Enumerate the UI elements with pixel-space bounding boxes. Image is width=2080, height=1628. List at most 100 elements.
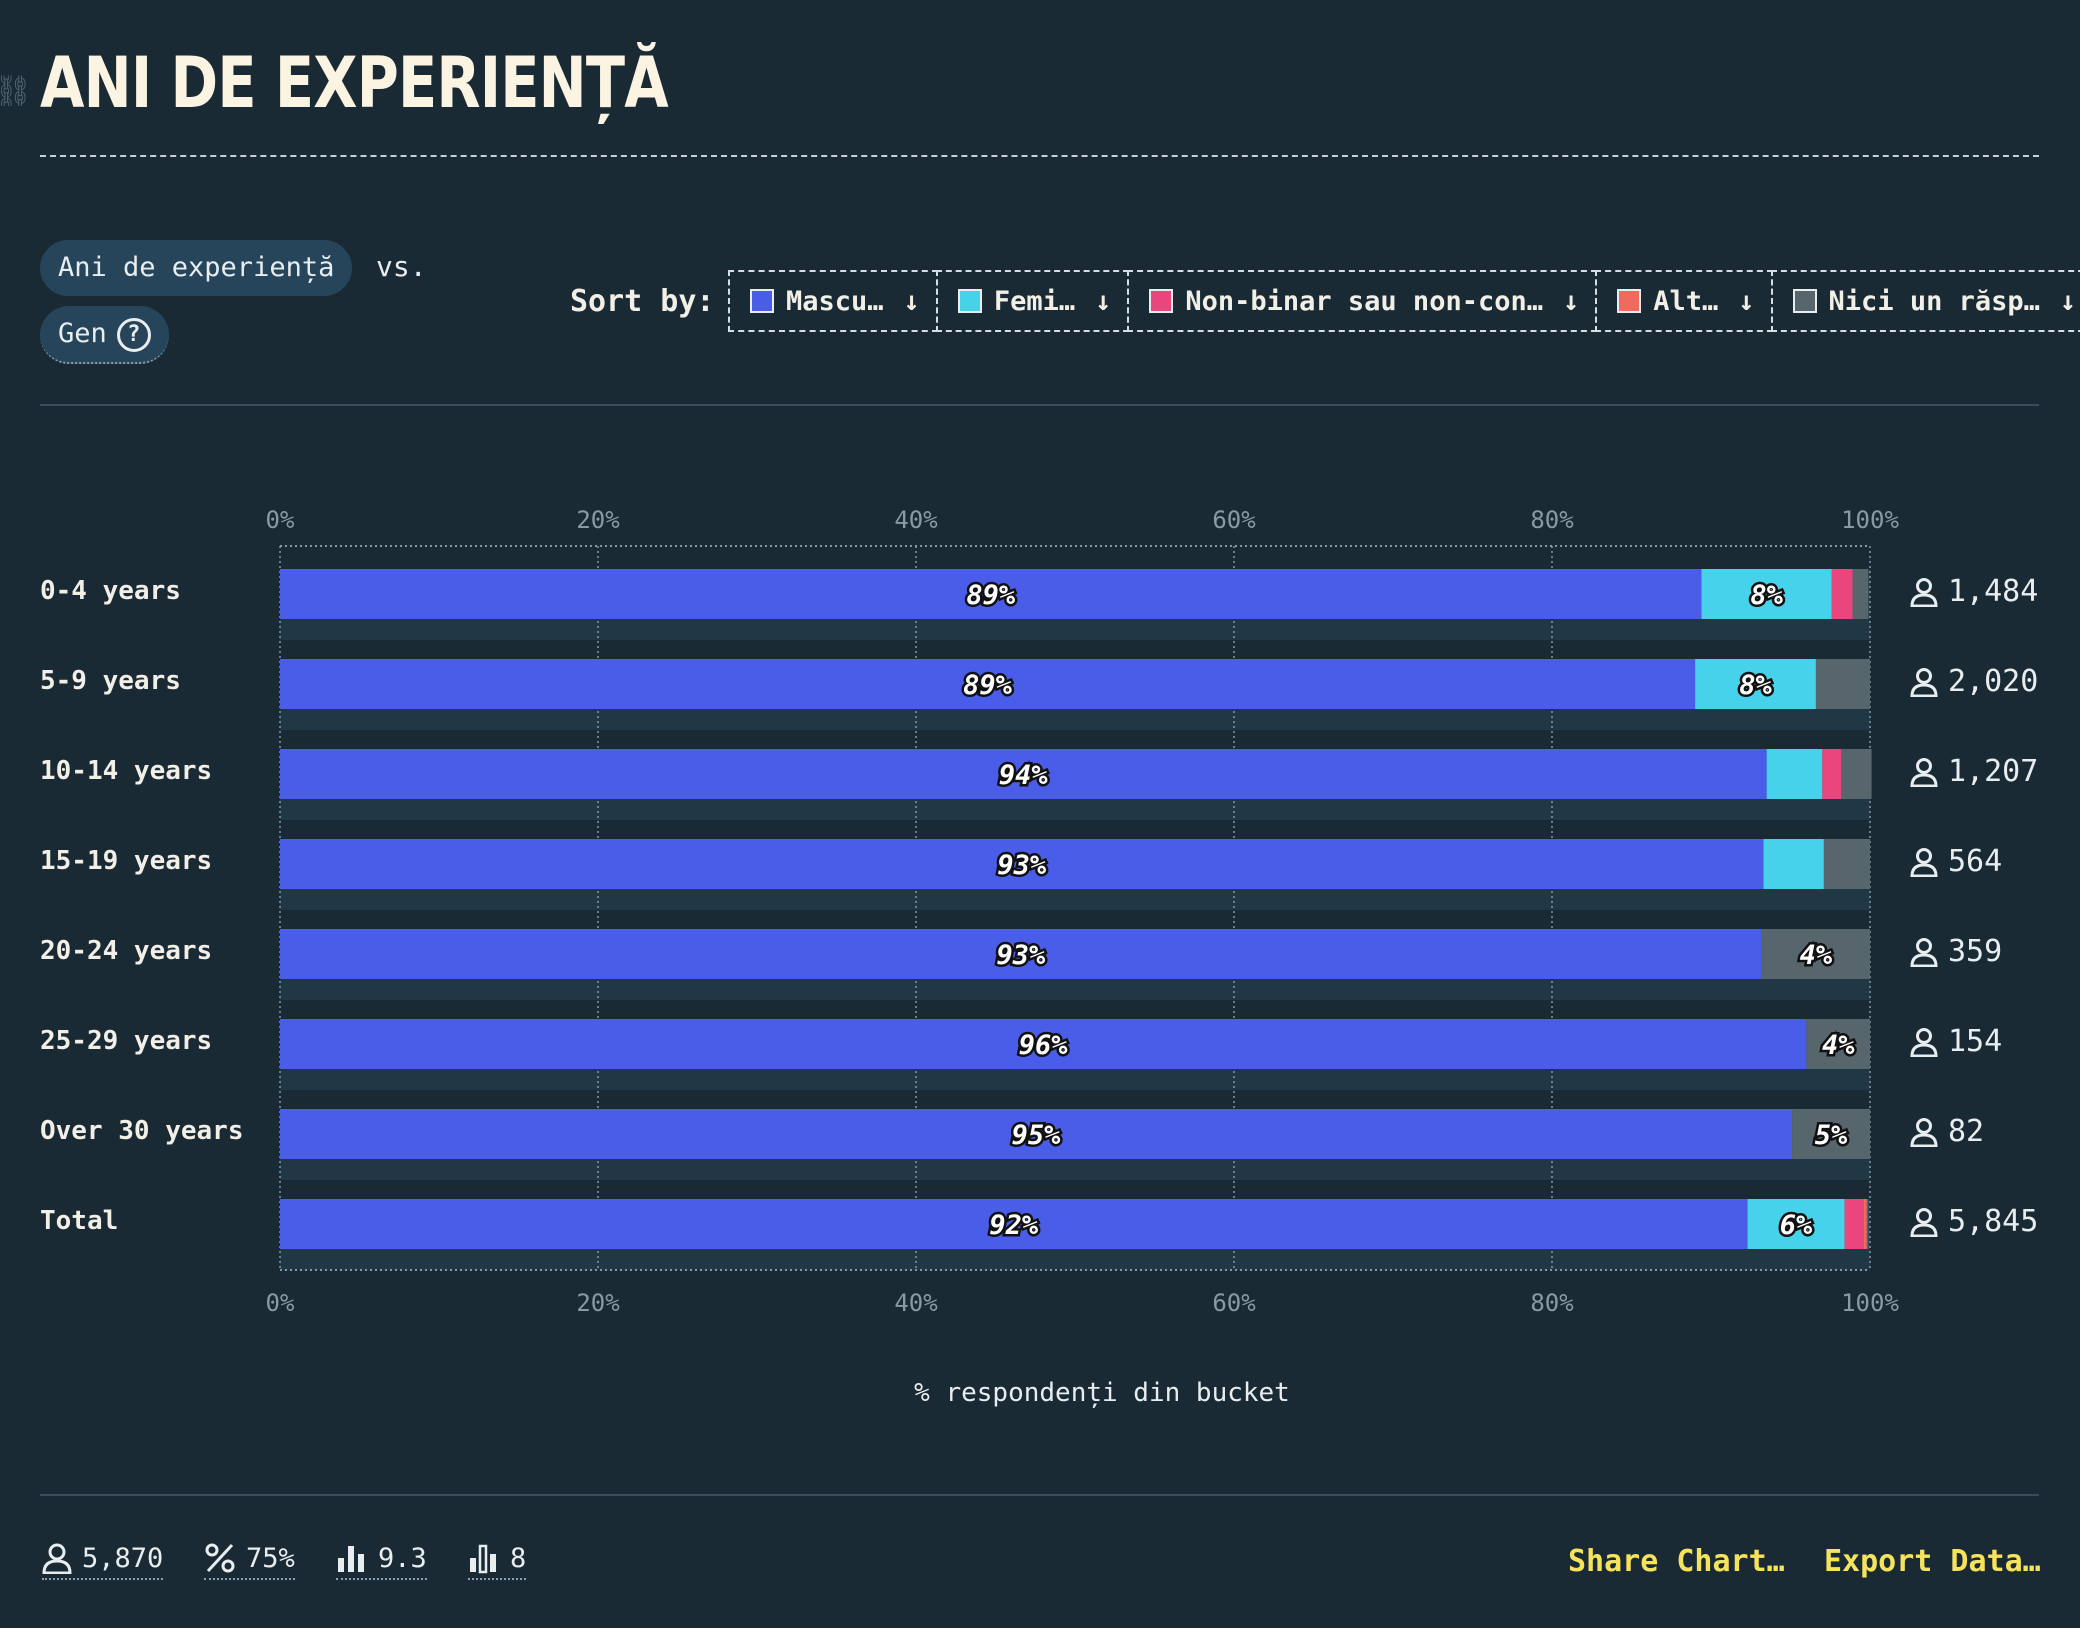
data-label: 6% (1780, 1210, 1813, 1241)
sort-button-label: Mascu… (786, 285, 884, 317)
bar-segment (1766, 749, 1823, 799)
data-label: 93% (997, 850, 1047, 881)
x-tick-label-bottom: 80% (1530, 1289, 1574, 1317)
row-count-value: 82 (1948, 1114, 1985, 1149)
x-tick-label-bottom: 40% (894, 1289, 938, 1317)
bar-segment (1695, 659, 1816, 709)
bar-segment (1792, 1109, 1870, 1159)
legend-swatch (957, 289, 982, 313)
x-axis-title: % respondenți din bucket (914, 1378, 1290, 1408)
row-count-value: 1,207 (1948, 754, 2039, 789)
bar-segment (1844, 1199, 1864, 1249)
page-title: ANI DE EXPERIENȚĂ (40, 42, 669, 124)
sort-button-label: Alt… (1653, 285, 1719, 317)
sort-buttons: Mascu… ↓ Femi… ↓ Non-binar sau non-con… … (728, 270, 2080, 332)
x-tick-label-top: 60% (1212, 506, 1256, 534)
share-chart-button[interactable]: Share Chart… (1568, 1544, 1785, 1579)
x-tick-label-bottom: 0% (265, 1289, 295, 1317)
row-count-value: 359 (1948, 934, 2003, 969)
sort-button-masculin[interactable]: Mascu… ↓ (728, 270, 938, 332)
help-icon[interactable]: ? (116, 317, 151, 352)
person-icon (1910, 757, 1938, 787)
vs-text: vs. (376, 250, 427, 283)
sort-button-label: Non-binar sau non-con… (1185, 285, 1543, 317)
stat-completion[interactable]: 75% (204, 1542, 295, 1580)
stat-average[interactable]: 9.3 (336, 1542, 427, 1580)
export-data-button[interactable]: Export Data… (1824, 1544, 2041, 1579)
x-tick-label-top: 100% (1841, 506, 1899, 534)
person-icon (1910, 667, 1938, 697)
stat-value: 9.3 (378, 1542, 427, 1574)
stat-respondents[interactable]: 5,870 (42, 1542, 164, 1580)
row-count-value: 154 (1948, 1024, 2003, 1059)
sort-button-feminin[interactable]: Femi… ↓ (935, 270, 1130, 332)
x-tick-label-bottom: 100% (1841, 1289, 1899, 1317)
link-icon[interactable]: ⛓ (0, 74, 33, 109)
bar-segment (280, 1109, 1793, 1159)
sort-button-non-binar[interactable]: Non-binar sau non-con… ↓ (1127, 270, 1598, 332)
stacked-bar-chart: 89% 8% 89% 8% 94% 93% 93% 4% 96% 4% 95% 5% 92% 6% (279, 545, 1872, 1271)
row-count: 5,845 (1910, 1204, 2038, 1239)
data-label: 96% (1019, 1030, 1069, 1061)
row-label: 0-4 years (40, 576, 181, 606)
legend-swatch (1149, 289, 1174, 313)
bar-segment (1747, 1199, 1845, 1249)
row-label: 15-19 years (40, 846, 213, 876)
sort-button-label: Femi… (993, 285, 1076, 317)
bar-segment (280, 839, 1764, 889)
data-label: 4% (1800, 940, 1833, 971)
bar-segment (1823, 839, 1870, 889)
sort-arrow-icon: ↓ (903, 285, 920, 317)
sort-label: Sort by: (570, 284, 715, 319)
row-count-value: 1,484 (1948, 574, 2039, 609)
bar-segment (280, 929, 1762, 979)
sort-button-alt[interactable]: Alt… ↓ (1595, 270, 1773, 332)
row-label: 25-29 years (40, 1026, 213, 1056)
footer-divider (40, 1494, 2039, 1496)
row-count: 359 (1910, 934, 2002, 969)
bar-segment (1841, 749, 1872, 799)
legend-swatch (1792, 289, 1817, 313)
x-tick-label-top: 40% (894, 506, 938, 534)
sort-button-nici-un-raspuns[interactable]: Nici un răsp… ↓ (1770, 270, 2080, 332)
bar-segment (280, 749, 1767, 799)
x-tick-label-top: 20% (576, 506, 620, 534)
title-divider (40, 155, 2039, 157)
bar-segment (280, 659, 1696, 709)
person-icon (1910, 1117, 1938, 1147)
data-label: 4% (1822, 1030, 1855, 1061)
person-icon (1910, 937, 1938, 967)
data-label: 8% (1750, 580, 1783, 611)
bar-segment (1815, 659, 1870, 709)
x-tick-label-bottom: 20% (576, 1289, 620, 1317)
percent-icon (205, 1543, 235, 1573)
data-label: 93% (997, 940, 1047, 971)
primary-variable-pill[interactable]: Ani de experiență (40, 240, 353, 296)
sort-arrow-icon: ↓ (1738, 285, 1755, 317)
bar-segment (280, 1199, 1748, 1249)
bar-segment (1701, 569, 1832, 619)
row-label: Over 30 years (40, 1116, 244, 1146)
secondary-variable-pill[interactable]: Gen? (40, 306, 169, 364)
person-icon (1910, 847, 1938, 877)
stat-value: 5,870 (82, 1542, 164, 1574)
bar-segment (280, 1019, 1807, 1069)
data-label: 95% (1012, 1120, 1062, 1151)
bar-segment (1806, 1019, 1870, 1069)
stat-value: 8 (510, 1542, 527, 1574)
bar-segment (1863, 1199, 1867, 1249)
sort-arrow-icon: ↓ (1562, 285, 1580, 317)
sort-button-label: Nici un răsp… (1828, 285, 2040, 317)
controls-divider (40, 404, 2039, 406)
data-label: 8% (1739, 670, 1772, 701)
x-tick-label-bottom: 60% (1212, 1289, 1256, 1317)
stat-value: 75% (246, 1542, 295, 1574)
person-icon (1910, 1027, 1938, 1057)
legend-swatch (1617, 289, 1642, 313)
row-count: 1,484 (1910, 574, 2038, 609)
stat-buckets[interactable]: 8 (468, 1542, 527, 1580)
row-label: 10-14 years (40, 756, 213, 786)
row-count: 564 (1910, 844, 2002, 879)
legend-swatch (750, 289, 774, 313)
row-label: 5-9 years (40, 666, 181, 696)
